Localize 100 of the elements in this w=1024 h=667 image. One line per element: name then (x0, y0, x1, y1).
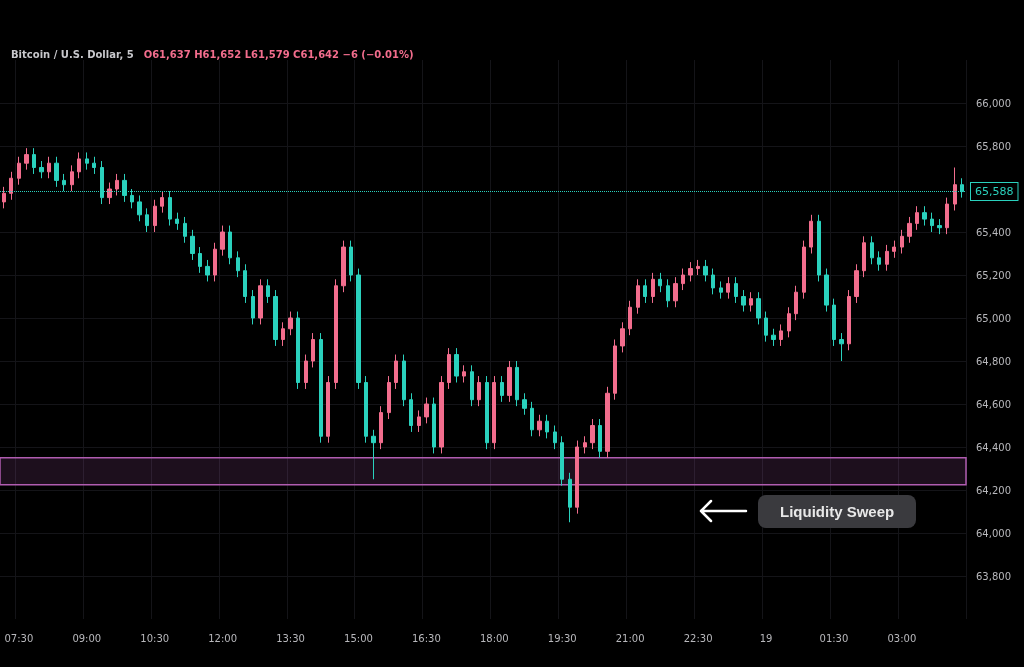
candlestick (266, 278, 270, 304)
x-tick-label: 18:00 (479, 632, 509, 644)
candlestick (107, 182, 112, 205)
candlestick (349, 240, 353, 282)
x-tick-label: 19:30 (547, 632, 577, 644)
candlestick (583, 435, 587, 454)
candlestick (137, 194, 142, 222)
candlestick (115, 173, 119, 196)
x-tick-label: 09:00 (72, 632, 102, 644)
candlestick (417, 409, 421, 433)
candlestick (756, 291, 761, 325)
x-tick-label: 13:30 (276, 632, 305, 644)
candlestick (590, 418, 595, 450)
candlestick (9, 171, 13, 201)
candlestick (915, 205, 919, 231)
y-tick-label: 65,400 (976, 226, 1011, 238)
candlestick (734, 276, 738, 304)
candlestick (651, 272, 655, 304)
candlestick (643, 278, 647, 304)
candlestick (794, 285, 798, 321)
y-tick-label: 64,000 (976, 527, 1011, 539)
candlestick (175, 212, 179, 231)
x-tick-label: 16:30 (411, 632, 441, 644)
candlestick (666, 278, 670, 308)
x-tick-label: 01:30 (819, 632, 849, 644)
candlestick (492, 375, 496, 450)
candlestick (575, 440, 579, 515)
y-tick-label: 66,000 (976, 97, 1011, 109)
candlestick (771, 328, 776, 347)
candlestick (462, 364, 466, 383)
candlestick (334, 278, 338, 390)
candlestick (553, 425, 557, 450)
x-tick-label: 12:00 (208, 632, 238, 644)
candlestick (560, 435, 564, 487)
candlestick (258, 278, 263, 325)
candlestick (198, 246, 202, 274)
candlestick (515, 360, 519, 407)
candlestick (364, 375, 368, 444)
candlestick (394, 354, 398, 390)
candlestick (854, 263, 859, 304)
candlestick (530, 401, 534, 437)
candlestick (922, 205, 927, 227)
x-tick-label: 15:00 (344, 632, 373, 644)
candlestick (817, 214, 821, 282)
candlestick (749, 291, 753, 313)
candlestick (447, 347, 451, 390)
candlestick (470, 364, 474, 407)
y-tick-label: 64,600 (976, 398, 1011, 410)
candlestick (92, 156, 96, 175)
chart-title: Bitcoin / U.S. Dollar, 5 (11, 48, 134, 60)
candlestick (545, 414, 549, 439)
candlestick (870, 235, 874, 265)
candlestick (62, 173, 66, 192)
candlestick (885, 244, 889, 272)
x-tick-label: 19 (759, 632, 773, 644)
band-label: Liquidity Sweep (758, 494, 917, 528)
candlestick (39, 160, 44, 179)
y-tick-label: 65,200 (976, 269, 1011, 281)
candlestick (598, 418, 602, 459)
x-tick-label: 22:30 (683, 632, 713, 644)
candlestick (439, 375, 444, 454)
candlestick (54, 156, 59, 188)
candlestick (77, 151, 81, 179)
candlestick (507, 360, 512, 403)
candlestick (477, 375, 481, 407)
candlestick (711, 268, 715, 295)
candlestick (937, 218, 942, 235)
candlestick (930, 212, 934, 233)
x-tick-label: 21:00 (615, 632, 645, 644)
candlestick (832, 298, 836, 347)
candlestick (900, 229, 904, 254)
candlestick (568, 472, 572, 523)
candlestick (17, 156, 21, 186)
y-tick-label: 64,800 (976, 355, 1011, 367)
candlestick (304, 354, 308, 390)
candlestick (522, 392, 527, 416)
candlestick (862, 235, 866, 278)
x-tick-label: 10:30 (140, 632, 170, 644)
candlestick (2, 186, 6, 209)
candlestick (945, 197, 949, 235)
candlestick (787, 306, 791, 338)
candlestick (387, 375, 391, 420)
candlestick (228, 225, 232, 265)
candlestick (371, 429, 376, 480)
candlestick (311, 332, 315, 368)
x-tick-label: 03:00 (887, 632, 917, 644)
candlestick (288, 311, 293, 336)
candlestick (877, 250, 881, 272)
candlestick (839, 332, 844, 362)
y-tick-label: 64,200 (976, 484, 1011, 496)
candlestick (85, 151, 89, 171)
candlestick (802, 240, 806, 300)
candlestick (636, 278, 640, 315)
candlestick (485, 375, 489, 450)
candlestick (809, 214, 813, 254)
candlestick (454, 347, 459, 383)
candlestick (703, 259, 708, 282)
candlestick (779, 323, 783, 347)
candlestick (847, 289, 851, 351)
y-tick-label: 64,400 (976, 441, 1011, 453)
